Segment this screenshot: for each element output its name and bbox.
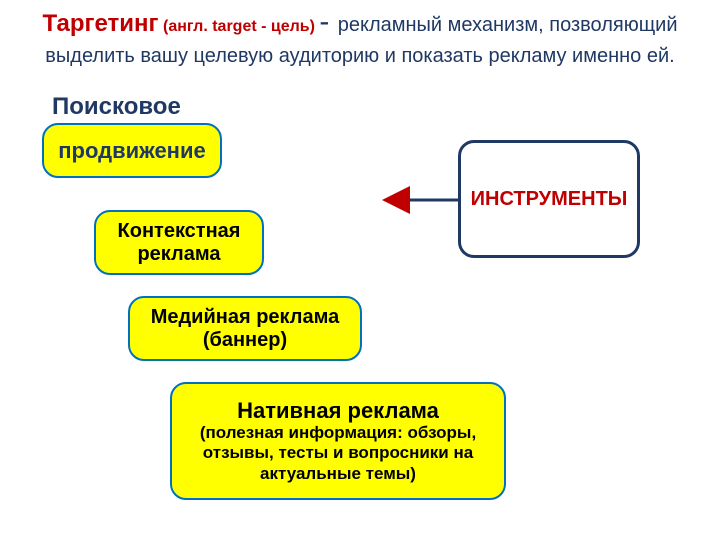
node-context-label: Контекстная реклама (106, 220, 252, 266)
node-search-overflow: Поисковое (52, 93, 181, 121)
node-context: Контекстная реклама (94, 210, 264, 275)
node-media-label: Медийная реклама (баннер) (140, 306, 350, 352)
arrow-left-icon (380, 180, 462, 220)
node-native: Нативная реклама (полезная информация: о… (170, 382, 506, 500)
node-native-label: Нативная реклама (237, 398, 439, 423)
node-search-label: продвижение (58, 138, 205, 163)
instruments-box: ИНСТРУМЕНТЫ (458, 140, 640, 258)
title-dash: - (319, 5, 337, 38)
node-media: Медийная реклама (баннер) (128, 296, 362, 361)
instruments-label: ИНСТРУМЕНТЫ (471, 188, 628, 211)
title-block: Таргетинг (англ. target - цель) - реклам… (0, 0, 720, 70)
node-search: продвижение (42, 123, 222, 178)
title-term: Таргетинг (42, 10, 158, 37)
node-native-sublabel: (полезная информация: обзоры, отзывы, те… (182, 423, 494, 484)
title-note: (англ. target - цель) (163, 18, 315, 35)
